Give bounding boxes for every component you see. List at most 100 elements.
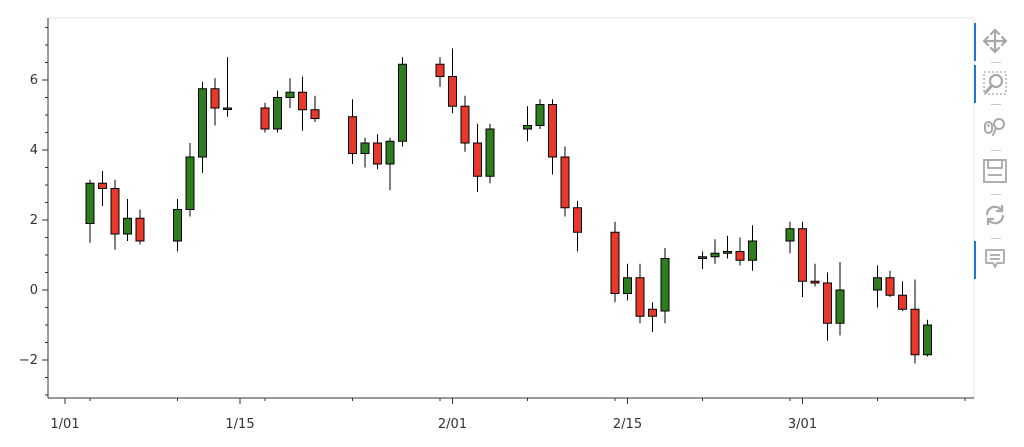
reset-tool[interactable] bbox=[980, 200, 1010, 230]
box-zoom-tool[interactable] bbox=[974, 65, 1010, 103]
candle[interactable] bbox=[373, 134, 382, 170]
candle-body-up bbox=[873, 277, 882, 291]
candle-body-up bbox=[748, 240, 757, 261]
candle[interactable] bbox=[885, 270, 895, 297]
candle[interactable] bbox=[460, 95, 470, 152]
candle[interactable] bbox=[710, 239, 720, 264]
candle[interactable] bbox=[748, 225, 757, 271]
candle[interactable] bbox=[485, 123, 495, 184]
candle[interactable] bbox=[360, 137, 370, 168]
y-tick-label: 6 bbox=[30, 73, 38, 88]
candle-body-up bbox=[523, 125, 532, 130]
candle-body-down bbox=[448, 76, 457, 107]
chart-toolbar bbox=[974, 18, 1018, 308]
candle[interactable] bbox=[785, 221, 795, 254]
candle-body-down bbox=[798, 228, 807, 282]
candle-body-up bbox=[285, 91, 295, 98]
candle[interactable] bbox=[398, 57, 407, 147]
candle[interactable] bbox=[110, 179, 120, 250]
candle-body-down bbox=[98, 182, 107, 189]
y-tick-label: 4 bbox=[30, 143, 38, 158]
candle[interactable] bbox=[798, 221, 807, 297]
candle[interactable] bbox=[823, 272, 832, 341]
save-tool[interactable] bbox=[980, 156, 1010, 186]
candle-body-up bbox=[273, 97, 282, 130]
save-floppy-icon bbox=[983, 159, 1007, 183]
reset-arrows-icon bbox=[985, 204, 1005, 226]
candle-body-up bbox=[398, 63, 407, 142]
candle[interactable] bbox=[385, 137, 395, 191]
wheel-zoom-icon bbox=[984, 118, 1005, 136]
candle[interactable] bbox=[298, 76, 307, 131]
candle[interactable] bbox=[560, 146, 570, 217]
candle[interactable] bbox=[735, 237, 745, 266]
candle-body-up bbox=[923, 324, 932, 356]
toolbar-separator bbox=[991, 194, 1001, 195]
hover-tool[interactable] bbox=[974, 241, 1010, 279]
candle-body-up bbox=[173, 209, 182, 242]
candle-body-up bbox=[535, 104, 545, 126]
candle-body-down bbox=[210, 88, 220, 109]
pan-tool[interactable] bbox=[974, 23, 1010, 61]
candle[interactable] bbox=[635, 263, 645, 324]
candle[interactable] bbox=[210, 78, 220, 126]
wheel-zoom-tool[interactable] bbox=[980, 112, 1010, 142]
x-axis: 1/01 1/15 2/01 2/15 3/01 bbox=[48, 397, 974, 432]
candle-body-up bbox=[360, 142, 370, 154]
candle[interactable] bbox=[173, 199, 182, 252]
candle[interactable] bbox=[310, 95, 320, 122]
candle[interactable] bbox=[523, 106, 532, 142]
candle[interactable] bbox=[810, 263, 820, 287]
candle[interactable] bbox=[623, 263, 632, 301]
candle[interactable] bbox=[548, 99, 557, 175]
toolbar-separator bbox=[991, 150, 1001, 151]
x-tick-label: 3/01 bbox=[788, 417, 817, 432]
candle-body-up bbox=[198, 88, 207, 158]
candle[interactable] bbox=[135, 209, 145, 245]
candle[interactable] bbox=[648, 302, 657, 332]
candle[interactable] bbox=[835, 262, 845, 336]
candle[interactable] bbox=[723, 235, 732, 259]
candle-body-down bbox=[910, 308, 920, 356]
candle[interactable] bbox=[660, 248, 670, 324]
candle[interactable] bbox=[923, 319, 932, 357]
candle[interactable] bbox=[185, 143, 195, 217]
toolbar-separator bbox=[991, 238, 1001, 239]
candle-body-down bbox=[898, 294, 907, 310]
candle[interactable] bbox=[910, 279, 920, 364]
candle[interactable] bbox=[260, 102, 270, 133]
candle-body-down bbox=[298, 91, 307, 111]
x-tick-label: 2/15 bbox=[613, 417, 642, 432]
y-axis: −2 0 2 4 6 bbox=[19, 18, 49, 398]
move-arrows-icon bbox=[982, 28, 1008, 54]
candle[interactable] bbox=[610, 221, 620, 303]
candle-body-down bbox=[885, 277, 895, 296]
candle[interactable] bbox=[285, 78, 295, 108]
candle[interactable] bbox=[448, 48, 457, 114]
candle[interactable] bbox=[198, 81, 207, 173]
box-zoom-magnifier-icon bbox=[983, 71, 1007, 95]
candle[interactable] bbox=[473, 123, 482, 192]
candle[interactable] bbox=[123, 199, 132, 241]
candle-body-up bbox=[623, 277, 632, 294]
candle[interactable] bbox=[98, 171, 107, 206]
candle-body-down bbox=[460, 105, 470, 144]
candle[interactable] bbox=[348, 99, 357, 164]
candle[interactable] bbox=[873, 265, 882, 308]
candle[interactable] bbox=[573, 200, 582, 252]
candle[interactable] bbox=[535, 99, 545, 129]
candle-body-down bbox=[348, 116, 357, 154]
candle-body-down bbox=[560, 156, 570, 209]
candle[interactable] bbox=[273, 90, 282, 133]
candle[interactable] bbox=[223, 57, 232, 117]
y-tick-label: −2 bbox=[19, 353, 38, 368]
candle[interactable] bbox=[898, 281, 907, 311]
candle[interactable] bbox=[435, 57, 445, 87]
candle-body-up bbox=[835, 289, 845, 324]
candle[interactable] bbox=[85, 179, 95, 243]
candle[interactable] bbox=[698, 251, 707, 270]
candle-body-up bbox=[223, 107, 232, 110]
y-tick-label: 2 bbox=[30, 213, 38, 228]
candle-body-down bbox=[310, 109, 320, 119]
